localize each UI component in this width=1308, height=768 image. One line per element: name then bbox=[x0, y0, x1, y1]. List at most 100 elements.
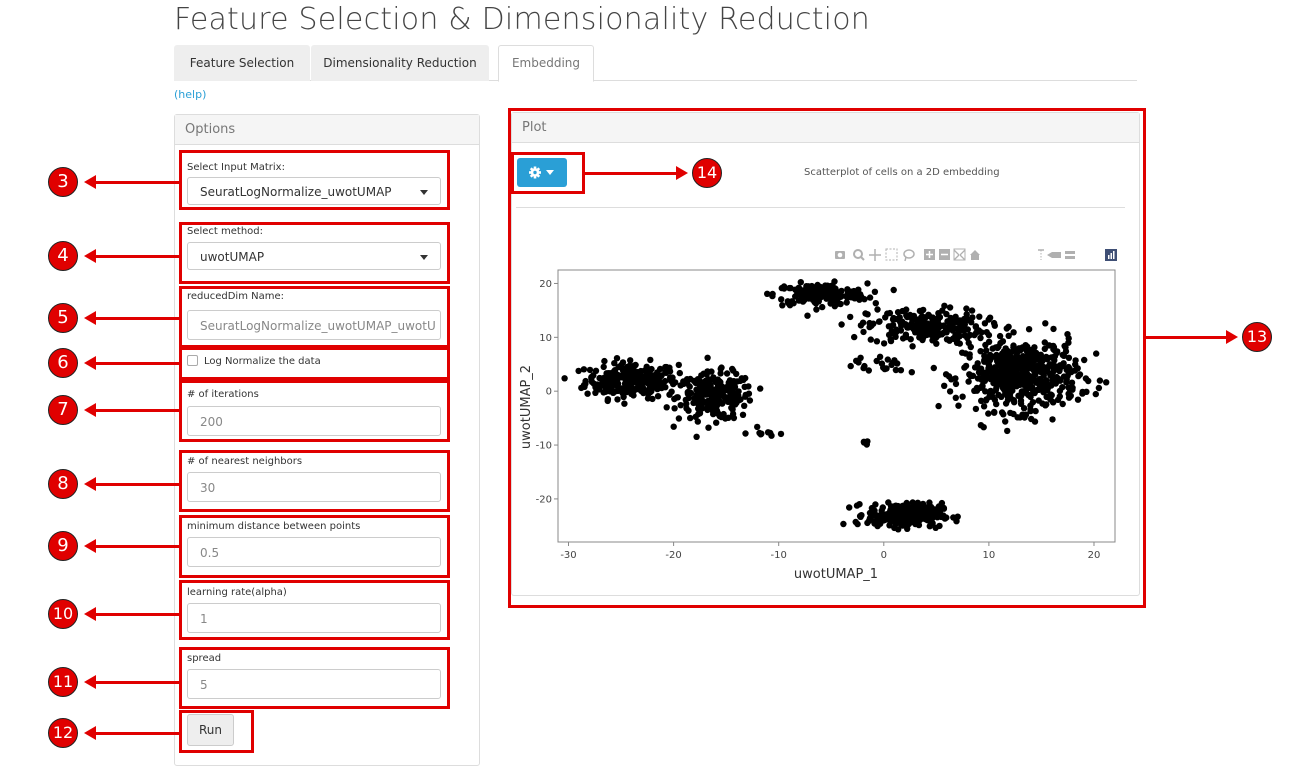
scatter-point bbox=[804, 312, 811, 319]
annotation-arrow-13 bbox=[1146, 336, 1228, 339]
scatter-point bbox=[602, 388, 609, 395]
scatter-point bbox=[1065, 390, 1072, 397]
scatter-point bbox=[798, 295, 805, 302]
scatter-point bbox=[1003, 325, 1010, 332]
scatter-point bbox=[844, 286, 851, 293]
scatter-point bbox=[618, 361, 625, 369]
learning-rate-input[interactable]: 1 bbox=[187, 603, 441, 633]
scatter-point bbox=[611, 367, 619, 374]
scatter-point bbox=[737, 377, 744, 385]
arrowhead-icon bbox=[84, 726, 96, 740]
neighbors-input[interactable]: 30 bbox=[187, 472, 441, 502]
x-tick-label: 20 bbox=[1088, 550, 1101, 561]
scatter-point bbox=[846, 504, 853, 511]
scatter-point bbox=[1065, 363, 1072, 371]
scatter-point bbox=[874, 306, 881, 313]
scatter-point bbox=[886, 309, 894, 317]
scatter-point bbox=[834, 300, 841, 308]
scatter-point bbox=[705, 424, 712, 431]
iterations-input[interactable]: 200 bbox=[187, 406, 441, 436]
tab-embedding[interactable]: Embedding bbox=[498, 45, 594, 82]
scatter-point bbox=[712, 401, 720, 408]
scatter-point bbox=[993, 351, 1000, 359]
scatter-point bbox=[897, 327, 905, 334]
scatter-point bbox=[714, 410, 722, 417]
spread-input[interactable]: 5 bbox=[187, 669, 441, 699]
scatter-point bbox=[1043, 354, 1051, 361]
plot-settings-button[interactable] bbox=[517, 158, 567, 187]
y-tick-label: 0 bbox=[546, 387, 552, 398]
scatter-point bbox=[946, 388, 954, 395]
umap-scatter-chart[interactable]: -30 -20 -10 0 10 20 -20 -10 0 10 20 uwotUMAP_1 uw… bbox=[516, 266, 1120, 586]
scatter-point bbox=[838, 287, 845, 295]
scatter-point bbox=[907, 336, 914, 343]
scatter-point bbox=[888, 328, 895, 335]
method-select[interactable]: uwotUMAP bbox=[187, 242, 441, 270]
scatter-point bbox=[781, 285, 788, 292]
tab-feature-selection[interactable]: Feature Selection bbox=[174, 45, 310, 81]
input-matrix-select[interactable]: SeuratLogNormalize_uwotUMAP bbox=[187, 177, 441, 205]
scatter-point bbox=[742, 430, 749, 437]
scatter-point bbox=[936, 314, 944, 321]
scatter-point bbox=[876, 318, 883, 325]
arrowhead-icon bbox=[84, 249, 96, 263]
scatter-point bbox=[707, 400, 715, 407]
scatter-point bbox=[988, 374, 995, 381]
scatter-point bbox=[929, 314, 936, 321]
scatter-point bbox=[1028, 415, 1035, 423]
scatter-point bbox=[1092, 390, 1099, 398]
scatter-point bbox=[828, 294, 836, 302]
scatter-point bbox=[628, 385, 636, 393]
y-tick-label: -20 bbox=[536, 494, 552, 505]
scatter-point bbox=[986, 314, 994, 321]
scatter-point bbox=[769, 292, 776, 300]
scatter-point bbox=[687, 414, 694, 422]
scatter-point bbox=[797, 279, 804, 286]
scatter-point bbox=[611, 360, 618, 367]
tab-dimensionality-reduction[interactable]: Dimensionality Reduction bbox=[311, 45, 489, 81]
log-normalize-checkbox[interactable] bbox=[187, 355, 198, 366]
arrowhead-icon bbox=[84, 356, 96, 370]
scatter-point bbox=[675, 415, 683, 422]
scatter-point bbox=[718, 400, 726, 407]
annotation-arrow-12 bbox=[94, 732, 180, 735]
scatter-point bbox=[758, 430, 765, 437]
scatter-point bbox=[968, 307, 976, 314]
scatter-point bbox=[847, 313, 854, 321]
scatter-point bbox=[920, 515, 927, 522]
scatter-point bbox=[975, 369, 983, 376]
camera-icon bbox=[835, 251, 845, 259]
help-link[interactable]: (help) bbox=[174, 88, 207, 101]
scatter-point bbox=[723, 370, 731, 377]
annotation-badge-12: 12 bbox=[48, 718, 78, 748]
scatter-point bbox=[666, 374, 674, 381]
gear-icon bbox=[529, 166, 554, 179]
scatter-point bbox=[952, 380, 960, 388]
scatter-point bbox=[694, 400, 701, 407]
chevron-down-icon bbox=[546, 170, 554, 175]
scatter-point bbox=[1035, 386, 1042, 393]
scatter-point bbox=[1103, 379, 1110, 386]
min-distance-input[interactable]: 0.5 bbox=[187, 537, 441, 567]
x-tick-label: -30 bbox=[560, 550, 576, 561]
run-button[interactable]: Run bbox=[187, 714, 234, 746]
scatter-point bbox=[907, 321, 915, 329]
scatter-point bbox=[993, 400, 1000, 408]
reduced-dim-input[interactable]: SeuratLogNormalize_uwotUMAP_uwotU bbox=[187, 310, 441, 340]
scatter-point bbox=[687, 389, 695, 397]
scatter-point bbox=[1045, 393, 1052, 401]
scatter-point bbox=[979, 383, 986, 390]
scatter-point bbox=[872, 300, 879, 307]
options-panel-title: Options bbox=[175, 115, 479, 145]
scatter-point bbox=[847, 362, 854, 370]
arrowhead-icon bbox=[84, 311, 96, 325]
x-tick-label: 10 bbox=[983, 550, 996, 561]
scatter-point bbox=[1065, 354, 1073, 361]
scatter-point bbox=[741, 402, 748, 409]
method-label: Select method: bbox=[187, 226, 264, 237]
scatter-point bbox=[704, 368, 711, 375]
scatter-point bbox=[1074, 396, 1082, 403]
scatter-point bbox=[967, 343, 974, 351]
scatter-point bbox=[963, 305, 970, 312]
annotation-badge-9: 9 bbox=[48, 531, 78, 561]
